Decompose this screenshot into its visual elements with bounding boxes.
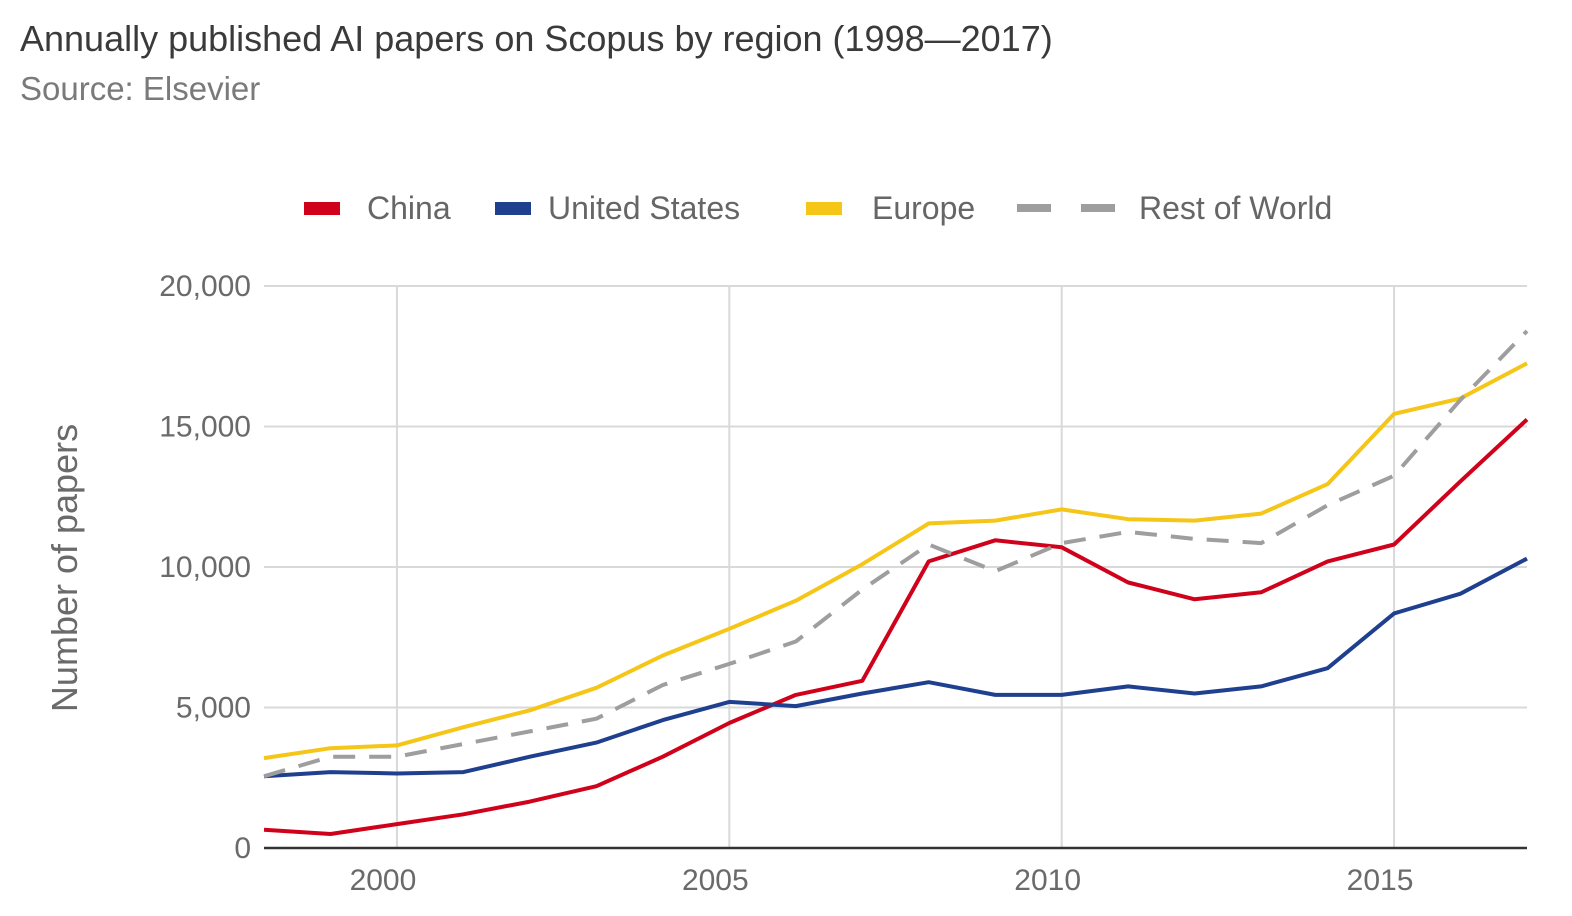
y-tick-label: 0 [234, 832, 251, 865]
series-line-europe [263, 361, 1528, 761]
series-lines [263, 329, 1529, 836]
legend-swatch-united-states [495, 202, 531, 215]
grid-lines [264, 285, 1527, 848]
series-line-rest-of-world [263, 329, 1529, 779]
y-tick-label: 5,000 [176, 692, 251, 725]
x-tick-label: 2010 [1014, 864, 1081, 897]
chart-title: Annually published AI papers on Scopus b… [20, 18, 1053, 59]
legend-swatch-china [304, 202, 340, 215]
y-axis-title: Number of papers [44, 424, 85, 712]
y-tick-label: 15,000 [159, 411, 251, 444]
legend-swatch-europe [806, 202, 842, 215]
x-tick-label: 2005 [682, 864, 749, 897]
legend-label-china: China [367, 190, 451, 226]
legend-label-europe: Europe [872, 190, 975, 226]
x-tick-label: 2000 [350, 864, 417, 897]
y-tick-label: 10,000 [159, 551, 251, 584]
chart-subtitle: Source: Elsevier [20, 70, 261, 107]
series-line-china [263, 418, 1529, 836]
legend-label-rest-of-world: Rest of World [1139, 190, 1332, 226]
legend: China United States Europe Rest of World [304, 190, 1332, 226]
x-tick-label: 2015 [1347, 864, 1414, 897]
axes: 0 5,000 10,000 15,000 20,000 2000 2005 2010 2015 [159, 270, 1527, 897]
series-line-united-states [263, 556, 1528, 779]
legend-label-united-states: United States [548, 190, 740, 226]
y-tick-label: 20,000 [159, 270, 251, 303]
